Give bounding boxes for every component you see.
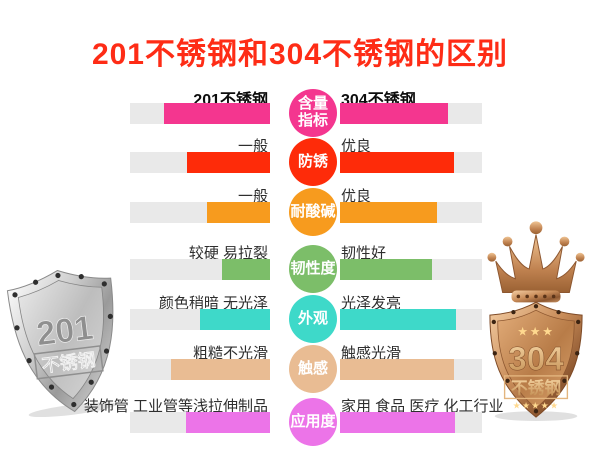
right-value-label: 光泽发亮 bbox=[341, 295, 402, 312]
left-bar-track bbox=[130, 259, 270, 280]
badge-stars-top: ★★★ bbox=[517, 326, 555, 339]
crown bbox=[487, 221, 585, 303]
row-acid-alkali-resistance: 一般 优良 耐酸碱 bbox=[0, 185, 600, 241]
category-label: 防锈 bbox=[297, 152, 328, 170]
shield-rivets bbox=[491, 304, 581, 414]
right-bar-fill bbox=[340, 103, 448, 124]
left-bar-track bbox=[130, 152, 270, 173]
page-title: 201不锈钢和304不锈钢的区别 bbox=[91, 38, 509, 71]
category-badge-acid: 耐酸碱 bbox=[289, 188, 337, 236]
left-bar-fill bbox=[186, 412, 270, 433]
left-bar-track bbox=[130, 412, 270, 433]
category-badge-rust: 防锈 bbox=[289, 138, 337, 186]
right-bar-track bbox=[340, 259, 482, 280]
shield-rivets bbox=[12, 272, 113, 408]
left-bar-fill bbox=[187, 152, 270, 173]
left-bar-track bbox=[130, 202, 270, 223]
left-bar-track bbox=[130, 309, 270, 330]
category-label: 韧性度 bbox=[290, 259, 336, 277]
row-toughness: 较硬 易拉裂 韧性好 韧性度 bbox=[0, 242, 600, 298]
right-value-label: 家用 食品 医疗 化工行业 bbox=[341, 398, 504, 415]
category-badge-touch: 触感 bbox=[289, 345, 337, 393]
left-value-label: 装饰管 工业管等浅拉伸制品 bbox=[83, 398, 268, 415]
badge-number-201: 201 bbox=[34, 309, 95, 354]
badge-name-304: 不锈钢 bbox=[511, 378, 561, 398]
category-label: 耐酸碱 bbox=[290, 202, 336, 220]
badge-number-304: 304 bbox=[508, 341, 564, 378]
right-bar-track bbox=[340, 103, 482, 124]
row-content-index: 201不锈钢 304不锈钢 含量 指标 bbox=[0, 86, 600, 142]
silver-shield-201-icon: 201 不锈钢 bbox=[6, 269, 117, 418]
category-badge-content-index: 含量 指标 bbox=[289, 89, 337, 137]
right-bar-track bbox=[340, 359, 482, 380]
category-badge-appearance: 外观 bbox=[289, 295, 337, 343]
right-value-label: 优良 bbox=[341, 138, 372, 155]
right-bar-track bbox=[340, 152, 482, 173]
right-bar-fill bbox=[340, 359, 454, 380]
left-value-label: 较硬 易拉裂 bbox=[188, 245, 268, 262]
category-badge-toughness: 韧性度 bbox=[289, 245, 337, 293]
bronze-shield-304-icon: ★★★ 304 不锈钢 ★★★★★ bbox=[487, 221, 585, 422]
left-bar-fill bbox=[170, 359, 270, 380]
left-bar-fill bbox=[200, 309, 270, 330]
left-value-label: 粗糙不光滑 bbox=[192, 345, 268, 362]
left-value-label: 一般 bbox=[237, 188, 268, 205]
left-bar-fill bbox=[207, 202, 270, 223]
left-bar-fill bbox=[163, 103, 270, 124]
right-bar-fill bbox=[340, 202, 437, 223]
category-badge-application: 应用度 bbox=[289, 398, 337, 446]
left-bar-track bbox=[130, 103, 270, 124]
right-bar-track bbox=[340, 202, 482, 223]
left-value-label: 一般 bbox=[237, 138, 268, 155]
row-touch-feel: 粗糙不光滑 触感光滑 触感 bbox=[0, 342, 600, 398]
row-rust-resistance: 一般 优良 防锈 bbox=[0, 135, 600, 191]
right-bar-fill bbox=[340, 412, 456, 433]
category-label: 触感 bbox=[297, 359, 328, 377]
category-label: 外观 bbox=[297, 309, 328, 327]
badge-stars-bottom: ★★★★★ bbox=[513, 400, 560, 410]
right-bar-fill bbox=[340, 259, 433, 280]
left-value-label: 颜色稍暗 无光泽 bbox=[158, 295, 268, 312]
right-bar-fill bbox=[340, 152, 454, 173]
right-bar-track bbox=[340, 309, 482, 330]
left-bar-track bbox=[130, 359, 270, 380]
right-bar-fill bbox=[340, 309, 457, 330]
right-value-label: 触感光滑 bbox=[341, 345, 402, 362]
category-label: 含量 指标 bbox=[297, 95, 328, 129]
left-bar-fill bbox=[222, 259, 270, 280]
category-label: 应用度 bbox=[290, 412, 336, 430]
right-value-label: 优良 bbox=[341, 188, 372, 205]
right-value-label: 韧性好 bbox=[341, 245, 387, 262]
right-bar-track bbox=[340, 412, 482, 433]
row-appearance: 颜色稍暗 无光泽 光泽发亮 外观 bbox=[0, 292, 600, 348]
row-applications: 装饰管 工业管等浅拉伸制品 家用 食品 医疗 化工行业 应用度 bbox=[0, 395, 600, 451]
